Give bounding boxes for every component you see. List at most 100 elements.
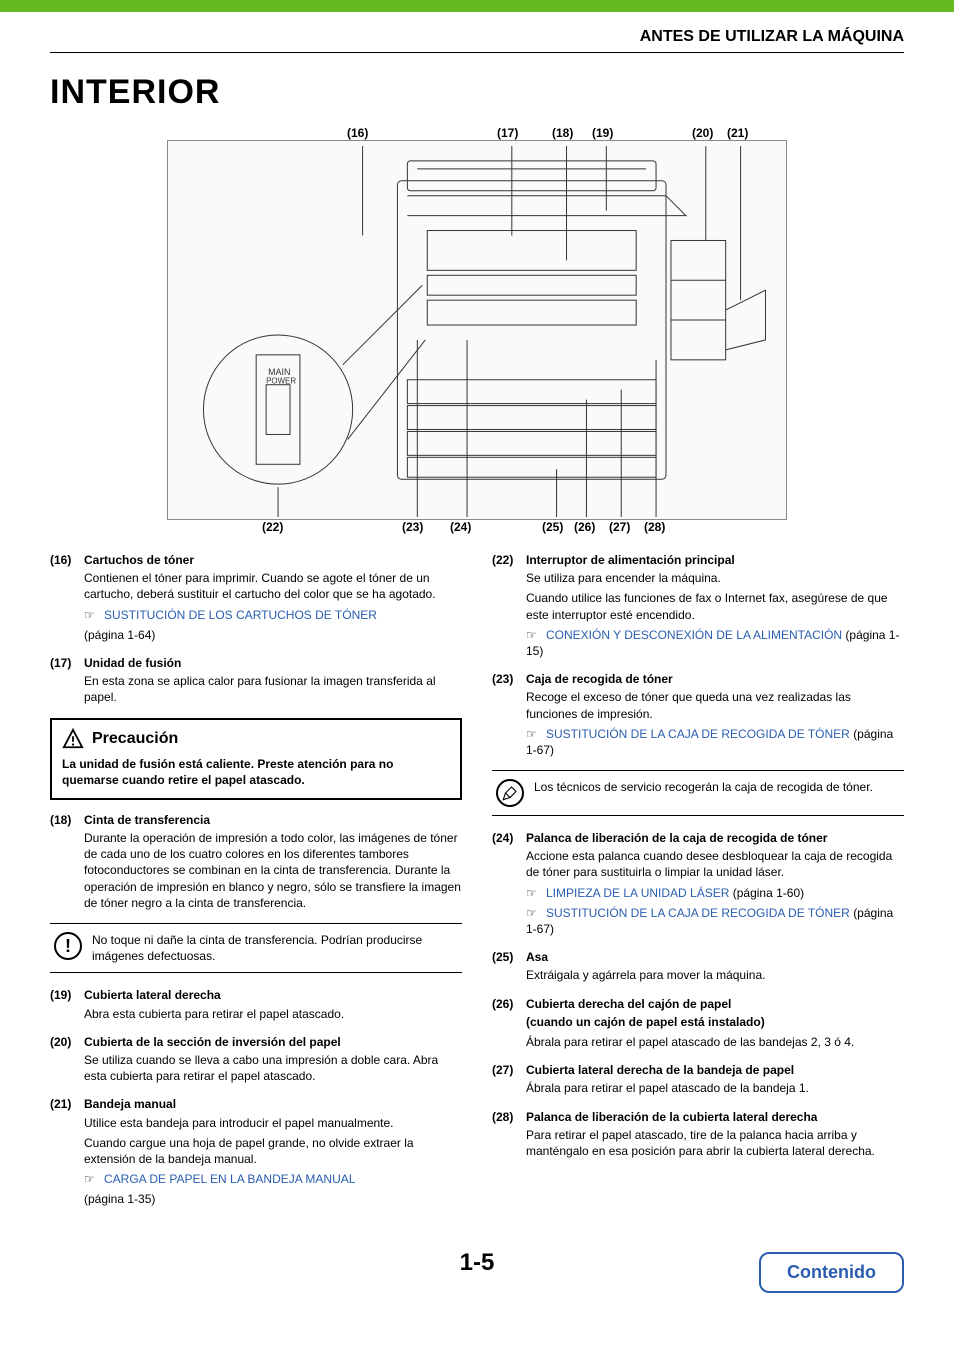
callout-label: (21) — [727, 126, 748, 140]
page-title: INTERIOR — [50, 73, 904, 112]
item-title: Asa — [526, 949, 548, 965]
diagram-callouts-top: (16) (17) (18) (19) (20) (21) — [167, 126, 787, 140]
callout-label: (28) — [644, 520, 665, 534]
item-title: Cubierta derecha del cajón de papel — [526, 996, 731, 1012]
page-reference: (página 1-35) — [84, 1191, 462, 1207]
svg-text:POWER: POWER — [266, 377, 296, 386]
item-number: (18) — [50, 812, 78, 828]
callout-label: (26) — [574, 520, 609, 534]
page-reference: (página 1-60) — [733, 886, 804, 900]
reference-icon: ☞ — [84, 607, 102, 623]
reference-icon: ☞ — [526, 627, 544, 643]
cross-reference-link[interactable]: LIMPIEZA DE LA UNIDAD LÁSER — [546, 886, 729, 900]
callout-label: (20) — [692, 126, 727, 140]
item-26: (26) Cubierta derecha del cajón de papel… — [492, 996, 904, 1051]
item-18: (18) Cinta de transferencia Durante la o… — [50, 812, 462, 911]
page-reference: (página 1-64) — [84, 627, 462, 643]
cross-reference-link[interactable]: CONEXIÓN Y DESCONEXIÓN DE LA ALIMENTACIÓ… — [546, 628, 842, 642]
cross-reference-link[interactable]: CARGA DE PAPEL EN LA BANDEJA MANUAL — [104, 1172, 355, 1186]
callout-label: (17) — [497, 126, 552, 140]
item-text: Se utiliza para encender la máquina. — [526, 570, 904, 586]
diagram-callouts-bottom: (22) (23) (24) (25) (26) (27) (28) — [167, 520, 787, 534]
pencil-icon — [496, 779, 524, 807]
item-text: Contienen el tóner para imprimir. Cuando… — [84, 570, 462, 602]
warning-icon — [62, 728, 84, 750]
right-column: (22) Interruptor de alimentación princip… — [492, 552, 904, 1219]
item-number: (20) — [50, 1034, 78, 1050]
item-text: Para retirar el papel atascado, tire de … — [526, 1127, 904, 1159]
reference-icon: ☞ — [526, 885, 544, 901]
item-27: (27) Cubierta lateral derecha de la band… — [492, 1062, 904, 1096]
item-number: (26) — [492, 996, 520, 1012]
item-text: Se utiliza cuando se lleva a cabo una im… — [84, 1052, 462, 1084]
page-content: INTERIOR (16) (17) (18) (19) (20) (21) — [0, 73, 954, 1317]
callout-label: (16) — [347, 126, 497, 140]
item-number: (28) — [492, 1109, 520, 1125]
callout-label: (24) — [450, 520, 542, 534]
callout-label: (23) — [402, 520, 450, 534]
item-number: (17) — [50, 655, 78, 671]
callout-label: (22) — [262, 520, 402, 534]
item-number: (27) — [492, 1062, 520, 1078]
caution-box: Precaución La unidad de fusión está cali… — [50, 718, 462, 800]
item-number: (22) — [492, 552, 520, 568]
item-text: Ábrala para retirar el papel atascado de… — [526, 1034, 904, 1050]
diagram-container: (16) (17) (18) (19) (20) (21) — [167, 126, 787, 534]
item-text: Utilice esta bandeja para introducir el … — [84, 1115, 462, 1131]
item-title: Cartuchos de tóner — [84, 552, 194, 568]
item-title: Palanca de liberación de la caja de reco… — [526, 830, 827, 846]
item-title: Cubierta lateral derecha de la bandeja d… — [526, 1062, 794, 1078]
item-title: Cubierta de la sección de inversión del … — [84, 1034, 341, 1050]
attention-icon: ! — [54, 932, 82, 960]
item-text: Durante la operación de impresión a todo… — [84, 830, 462, 911]
header-rule — [50, 52, 904, 53]
callout-label: (27) — [609, 520, 644, 534]
callout-label: (19) — [592, 126, 692, 140]
item-subtitle: (cuando un cajón de papel está instalado… — [526, 1014, 904, 1030]
contents-button[interactable]: Contenido — [759, 1252, 904, 1293]
item-text: Accione esta palanca cuando desee desblo… — [526, 848, 904, 880]
item-16: (16) Cartuchos de tóner Contienen el tón… — [50, 552, 462, 643]
item-19: (19) Cubierta lateral derecha Abra esta … — [50, 987, 462, 1021]
item-21: (21) Bandeja manual Utilice esta bandeja… — [50, 1096, 462, 1207]
description-columns: (16) Cartuchos de tóner Contienen el tón… — [50, 552, 904, 1219]
left-column: (16) Cartuchos de tóner Contienen el tón… — [50, 552, 462, 1219]
cross-reference-link[interactable]: SUSTITUCIÓN DE LOS CARTUCHOS DE TÓNER — [104, 608, 377, 622]
cross-reference-link[interactable]: SUSTITUCIÓN DE LA CAJA DE RECOGIDA DE TÓ… — [546, 727, 850, 741]
item-20: (20) Cubierta de la sección de inversión… — [50, 1034, 462, 1085]
reference-icon: ☞ — [526, 726, 544, 742]
item-title: Interruptor de alimentación principal — [526, 552, 735, 568]
item-17: (17) Unidad de fusión En esta zona se ap… — [50, 655, 462, 706]
item-title: Cubierta lateral derecha — [84, 987, 221, 1003]
item-title: Cinta de transferencia — [84, 812, 210, 828]
printer-diagram: MAIN POWER — [167, 140, 787, 520]
item-number: (24) — [492, 830, 520, 846]
callout-label: (18) — [552, 126, 592, 140]
item-23: (23) Caja de recogida de tóner Recoge el… — [492, 671, 904, 758]
item-number: (16) — [50, 552, 78, 568]
item-title: Caja de recogida de tóner — [526, 671, 673, 687]
item-text: Ábrala para retirar el papel atascado de… — [526, 1080, 904, 1096]
note-box: ! No toque ni dañe la cinta de transfere… — [50, 923, 462, 973]
caution-heading: Precaución — [92, 730, 178, 748]
reference-icon: ☞ — [526, 905, 544, 921]
item-number: (21) — [50, 1096, 78, 1112]
item-text: Cuando cargue una hoja de papel grande, … — [84, 1135, 462, 1167]
item-text: Extráigala y agárrela para mover la máqu… — [526, 967, 904, 983]
item-number: (23) — [492, 671, 520, 687]
item-22: (22) Interruptor de alimentación princip… — [492, 552, 904, 659]
note-text: Los técnicos de servicio recogerán la ca… — [534, 779, 873, 795]
reference-icon: ☞ — [84, 1171, 102, 1187]
printer-illustration: MAIN POWER — [168, 141, 786, 519]
svg-text:MAIN: MAIN — [268, 367, 290, 377]
section-header: ANTES DE UTILIZAR LA MÁQUINA — [0, 12, 954, 52]
item-title: Unidad de fusión — [84, 655, 181, 671]
item-number: (19) — [50, 987, 78, 1003]
item-text: Cuando utilice las funciones de fax o In… — [526, 590, 904, 622]
caution-text: La unidad de fusión está caliente. Prest… — [62, 756, 450, 788]
callout-label: (25) — [542, 520, 574, 534]
item-text: En esta zona se aplica calor para fusion… — [84, 673, 462, 705]
item-text: Abra esta cubierta para retirar el papel… — [84, 1006, 462, 1022]
cross-reference-link[interactable]: SUSTITUCIÓN DE LA CAJA DE RECOGIDA DE TÓ… — [546, 906, 850, 920]
item-text: Recoge el exceso de tóner que queda una … — [526, 689, 904, 721]
